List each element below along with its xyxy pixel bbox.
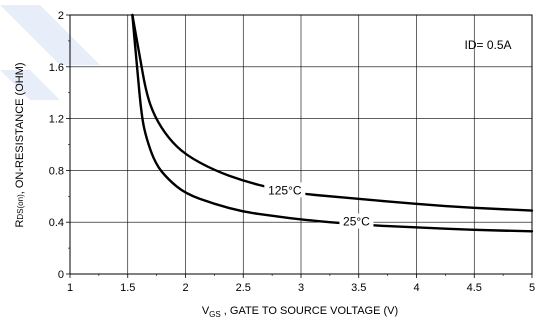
x-tick-label: 5 (529, 282, 535, 294)
series-lines (131, 13, 534, 233)
series-label-bg (339, 213, 374, 229)
series-line-125c (131, 13, 534, 212)
y-tick-label: 2 (58, 10, 64, 22)
x-tick-label: 2 (182, 282, 188, 294)
y-axis-title-main: R (14, 220, 26, 228)
x-tick-label: 4.5 (467, 282, 482, 294)
watermark-decoration (0, 5, 100, 100)
y-tick-label: 0.4 (49, 217, 64, 229)
y-tick-label: 1.2 (49, 114, 64, 126)
grid (66, 14, 533, 278)
series-label-bg (264, 182, 306, 198)
tick-labels: 1 1.5 2 2.5 3 3.5 4 4.5 5 0 0.4 0.8 1.2 1.6 2 (49, 10, 535, 294)
series-labels: 125°C 25°C (264, 182, 374, 229)
y-tick-label: 0 (58, 269, 64, 281)
x-tick-label: 4 (413, 282, 419, 294)
y-tick-label: 0.8 (49, 165, 64, 177)
x-tick-label: 3 (298, 282, 304, 294)
y-axis-title: RDS(on), ON-RESISTANCE (OHM) (14, 62, 26, 227)
y-axis-title-sub: DS(on) (16, 194, 25, 220)
x-axis-title: VGS , GATE TO SOURCE VOLTAGE (V) (202, 305, 398, 319)
x-tick-label: 1.5 (120, 282, 135, 294)
x-axis-title-main: V (202, 305, 210, 317)
x-axis-title-rest: , GATE TO SOURCE VOLTAGE (V) (221, 305, 398, 317)
plot-frame (69, 14, 533, 275)
condition-label: ID= 0.5A (464, 38, 511, 52)
y-axis-title-rest: , ON-RESISTANCE (OHM) (14, 62, 26, 194)
series-label-25c: 25°C (343, 214, 370, 228)
x-tick-label: 2.5 (236, 282, 251, 294)
x-tick-label: 1 (67, 282, 73, 294)
x-tick-label: 3.5 (351, 282, 366, 294)
series-label-125c: 125°C (268, 183, 302, 197)
series-line-25c (131, 13, 534, 233)
y-tick-label: 1.6 (49, 62, 64, 74)
x-axis-title-sub: GS (209, 310, 221, 319)
